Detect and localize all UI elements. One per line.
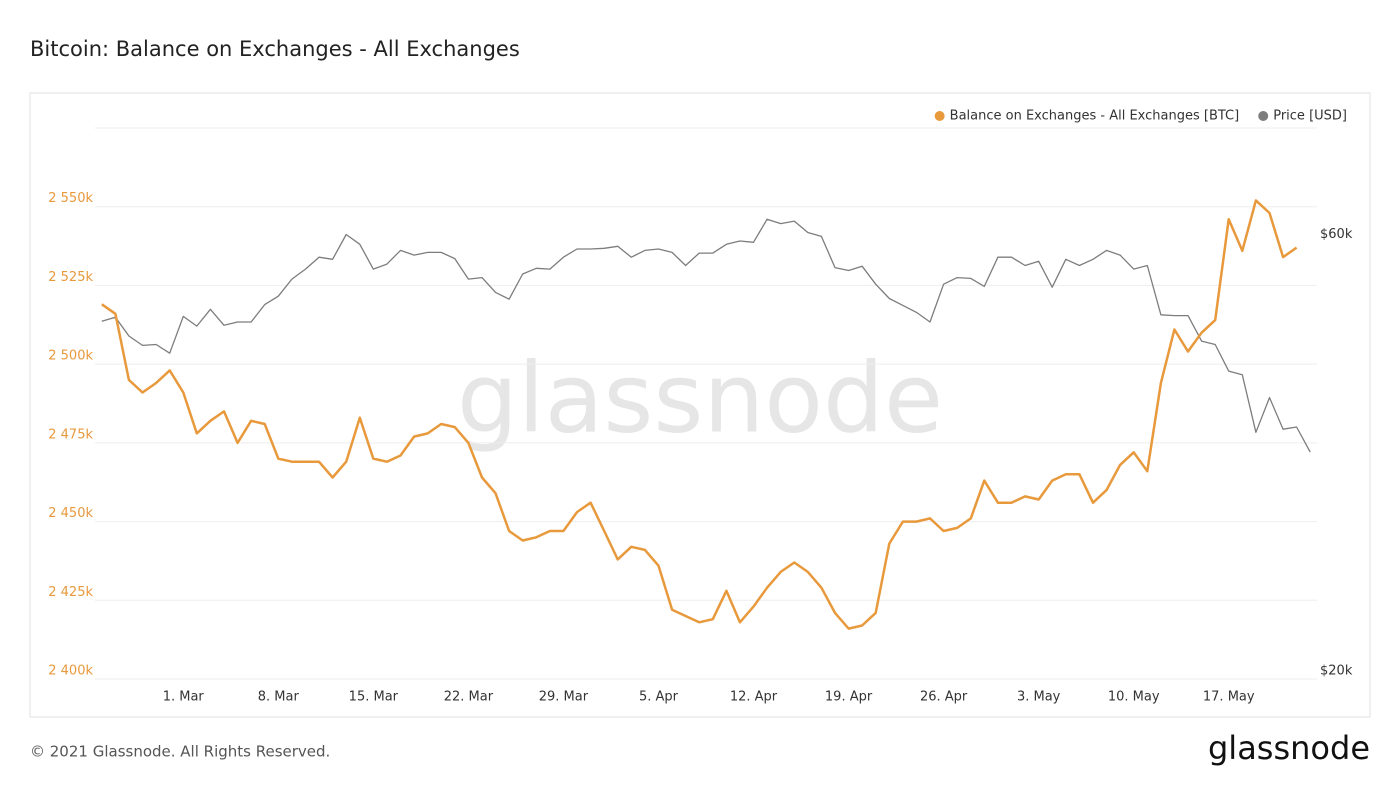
chart-title: Bitcoin: Balance on Exchanges - All Exch…: [30, 37, 520, 61]
legend-label: Balance on Exchanges - All Exchanges [BT…: [950, 109, 1240, 124]
x-tick-label: 1. Mar: [163, 690, 205, 705]
x-tick-label: 15. Mar: [349, 690, 399, 705]
y-tick-label: 2 550k: [48, 191, 93, 206]
x-tick-label: 22. Mar: [444, 690, 494, 705]
x-tick-label: 10. May: [1108, 690, 1160, 705]
series-line: [101, 199, 1298, 630]
y-tick-label: 2 400k: [48, 664, 93, 679]
x-tick-label: 17. May: [1203, 690, 1255, 705]
logo: glassnode: [1208, 729, 1370, 767]
legend-marker: [934, 111, 945, 121]
x-tick-label: 12. Apr: [730, 690, 778, 705]
x-tick-label: 5. Apr: [639, 690, 679, 705]
y-tick-label: 2 500k: [48, 349, 93, 364]
y2-tick-label: $20k: [1320, 664, 1353, 679]
x-tick-label: 26. Apr: [920, 690, 968, 705]
legend-label: Price [USD]: [1273, 109, 1347, 124]
footer: © 2021 Glassnode. All Rights Reserved.: [30, 743, 330, 761]
x-tick-label: 29. Mar: [539, 690, 589, 705]
x-tick-label: 3. May: [1017, 690, 1061, 705]
y-tick-label: 2 525k: [48, 270, 93, 285]
y-tick-label: 2 425k: [48, 585, 93, 600]
x-tick-label: 19. Apr: [825, 690, 873, 705]
chart-frame: [29, 92, 1371, 718]
x-tick-label: 8. Mar: [258, 690, 300, 705]
y-tick-label: 2 450k: [48, 506, 93, 521]
watermark: glassnode: [457, 342, 943, 454]
series-line: [101, 218, 1311, 453]
y-tick-label: 2 475k: [48, 427, 93, 442]
y2-tick-label: $60k: [1320, 227, 1353, 242]
legend-marker: [1258, 111, 1269, 121]
